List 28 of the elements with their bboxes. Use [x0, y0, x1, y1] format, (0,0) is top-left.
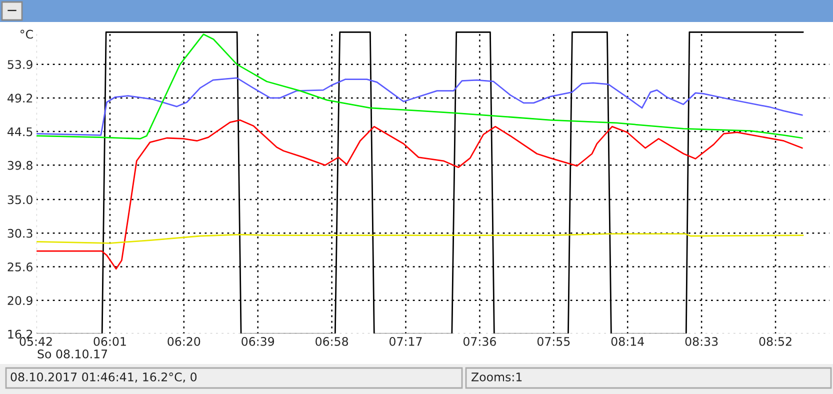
- y-tick-label: 49.2: [8, 94, 32, 103]
- text: −: [8, 10, 16, 12]
- x-tick-label: 08:52: [759, 336, 792, 346]
- y-tick-label: 35.0: [8, 195, 32, 204]
- x-tick-label: 05:42: [20, 336, 52, 346]
- y-tick-label: 20.9: [8, 296, 32, 306]
- x-tick-label: 08:33: [685, 336, 718, 346]
- y-tick-label: 30.3: [8, 228, 32, 238]
- text: So 08.10.17: [38, 349, 108, 358]
- y-tick-label: 53.9: [8, 60, 32, 69]
- line-series: [36, 119, 803, 270]
- y-axis-title: °C: [20, 30, 33, 39]
- x-tick-label: 06:20: [168, 336, 200, 346]
- x-tick-label: 08:14: [611, 336, 644, 346]
- x-tick-label: 07:55: [537, 336, 570, 346]
- y-tick-label: 44.5: [8, 127, 32, 136]
- text: Zooms:1: [472, 372, 522, 382]
- x-tick-label: 07:17: [390, 336, 422, 346]
- y-tick-label: 39.8: [8, 160, 32, 170]
- x-tick-label: 06:58: [316, 336, 348, 346]
- line-series: [36, 77, 803, 136]
- x-tick-label: 06:01: [94, 336, 126, 346]
- text: 08.10.2017 01:46:41, 16.2°C, 0: [10, 372, 197, 383]
- x-tick-label: 06:39: [242, 336, 274, 346]
- line-series: [36, 233, 804, 244]
- x-tick-label: 07:36: [463, 336, 496, 346]
- line-series: [36, 34, 803, 140]
- y-tick-label: 25.6: [8, 262, 32, 272]
